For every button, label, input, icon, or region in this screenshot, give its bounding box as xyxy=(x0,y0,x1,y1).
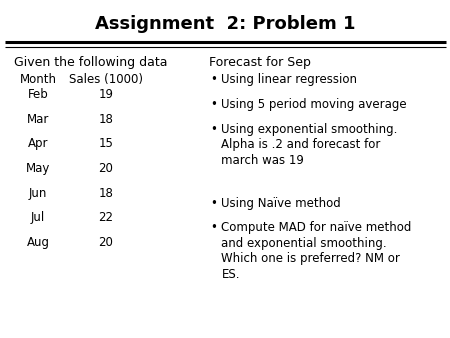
Text: Assignment  2: Problem 1: Assignment 2: Problem 1 xyxy=(95,15,355,33)
Text: •: • xyxy=(211,98,217,111)
Text: Apr: Apr xyxy=(28,137,49,150)
Text: 22: 22 xyxy=(98,211,113,224)
Text: 18: 18 xyxy=(98,187,113,199)
Text: Using linear regression: Using linear regression xyxy=(221,73,357,86)
Text: Compute MAD for naïve method
and exponential smoothing.
Which one is preferred? : Compute MAD for naïve method and exponen… xyxy=(221,221,412,281)
Text: 15: 15 xyxy=(98,137,113,150)
Text: 20: 20 xyxy=(98,236,113,249)
Text: Sales (1000): Sales (1000) xyxy=(69,73,143,86)
Text: Using exponential smoothing.
Alpha is .2 and forecast for
march was 19: Using exponential smoothing. Alpha is .2… xyxy=(221,123,398,167)
Text: •: • xyxy=(211,197,217,210)
Text: Month: Month xyxy=(20,73,57,86)
Text: Using Naïve method: Using Naïve method xyxy=(221,197,341,210)
Text: Feb: Feb xyxy=(28,88,49,101)
Text: 19: 19 xyxy=(98,88,113,101)
Text: Forecast for Sep: Forecast for Sep xyxy=(209,56,311,69)
Text: May: May xyxy=(26,162,50,175)
Text: Mar: Mar xyxy=(27,113,50,125)
Text: Jul: Jul xyxy=(31,211,45,224)
Text: Given the following data: Given the following data xyxy=(14,56,167,69)
Text: Aug: Aug xyxy=(27,236,50,249)
Text: Using 5 period moving average: Using 5 period moving average xyxy=(221,98,407,111)
Text: 20: 20 xyxy=(98,162,113,175)
Text: Jun: Jun xyxy=(29,187,47,199)
Text: •: • xyxy=(211,73,217,86)
Text: 18: 18 xyxy=(98,113,113,125)
Text: •: • xyxy=(211,221,217,234)
Text: •: • xyxy=(211,123,217,136)
